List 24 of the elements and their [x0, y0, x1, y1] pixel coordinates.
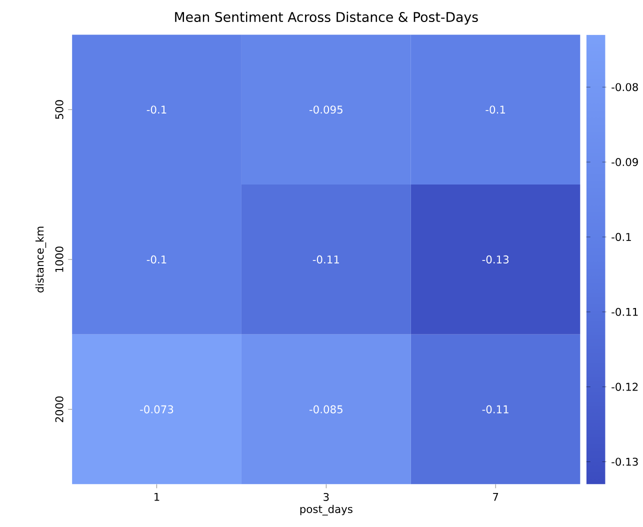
data-label: -0.11: [312, 255, 339, 264]
y-tick-label: 1000: [55, 246, 64, 272]
data-label: -0.11: [482, 405, 508, 414]
color-bar-label: -0.1: [612, 232, 631, 242]
y-tick-label: 2000: [55, 396, 64, 422]
y-tick-label: 500: [55, 100, 64, 120]
data-label: -0.13: [482, 255, 509, 264]
x-tick-label: 7: [493, 492, 498, 501]
x-tick-label: 1: [154, 492, 160, 501]
data-label: -0.085: [309, 405, 342, 414]
data-label: -0.1: [486, 106, 506, 114]
color-bar-label: -0.09: [612, 158, 638, 166]
color-bar-label: -0.11: [612, 308, 638, 316]
data-label: -0.073: [140, 405, 174, 414]
data-label: -0.095: [309, 106, 342, 114]
data-label: -0.1: [146, 106, 166, 114]
chart-title: Mean Sentiment Across Distance & Post-Days: [175, 12, 478, 25]
color-bar-label: -0.12: [612, 382, 638, 391]
y-axis-title: distance_km: [35, 226, 46, 292]
color-bar-label: -0.08: [612, 83, 638, 92]
color-bar-label: -0.13: [612, 458, 638, 466]
x-axis-title: post_days: [300, 504, 352, 516]
x-tick-label: 3: [324, 492, 329, 502]
data-label: -0.1: [146, 255, 166, 264]
